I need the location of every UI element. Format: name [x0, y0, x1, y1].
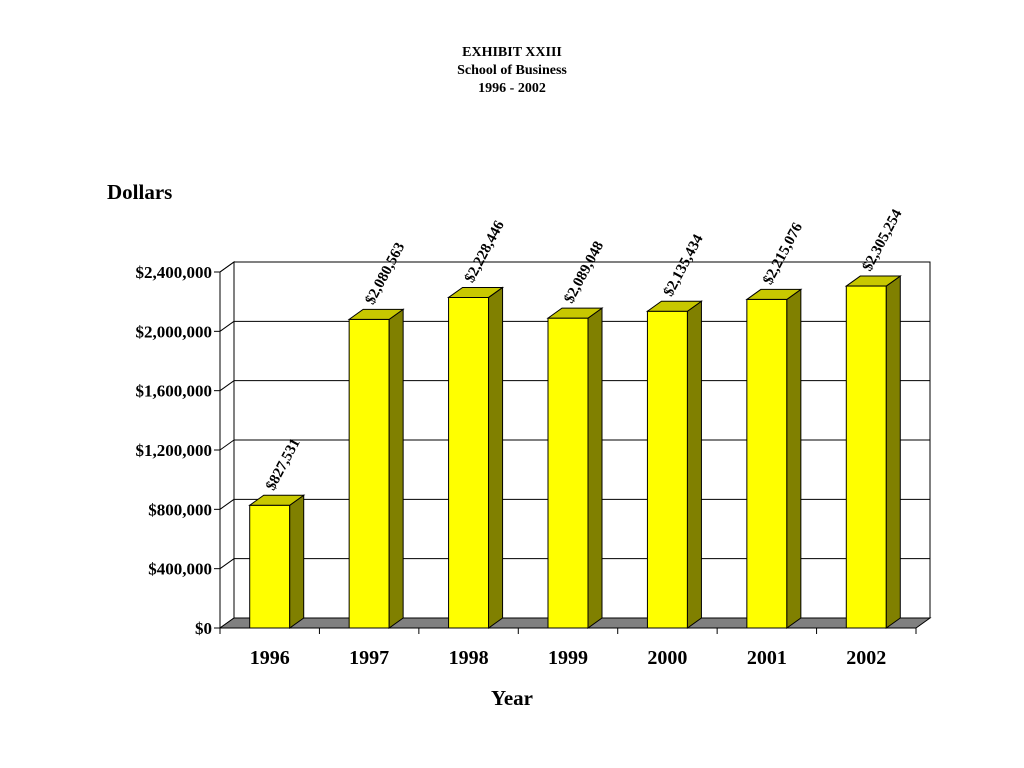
y-tick-label: $1,200,000 [136, 441, 213, 460]
bar-top [645, 300, 703, 312]
bar-side [488, 286, 504, 629]
bar-side [686, 300, 702, 629]
y-tick-label: $0 [195, 619, 212, 638]
x-axis-label: Year [491, 686, 533, 710]
bar [646, 310, 688, 629]
bar-top [248, 494, 306, 506]
bar-side [289, 494, 305, 629]
y-axis-label: Dollars [107, 180, 173, 204]
x-tick-label: 2002 [846, 647, 886, 669]
x-tick-label: 1997 [349, 647, 389, 669]
x-tick-label: 1998 [449, 647, 489, 669]
x-tick-label: 1996 [250, 647, 290, 669]
y-tick-label: $800,000 [148, 500, 212, 519]
bar-top [844, 275, 902, 287]
bar-top [546, 307, 604, 319]
bar-side [786, 288, 802, 629]
bar-top [347, 308, 405, 320]
x-tick-label: 2000 [647, 647, 687, 669]
bar-side [388, 308, 404, 629]
bar [845, 285, 887, 629]
bar [249, 504, 291, 629]
bar-side [587, 307, 603, 629]
chart-title: EXHIBIT XXIII School of Business 1996 - … [0, 44, 1024, 98]
title-line-2: School of Business [457, 63, 567, 78]
bar [448, 296, 490, 629]
y-tick-label: $2,000,000 [136, 322, 213, 341]
bar-top [447, 286, 505, 298]
y-tick-label: $2,400,000 [136, 263, 213, 282]
y-tick-label: $400,000 [148, 560, 212, 579]
x-tick-label: 1999 [548, 647, 588, 669]
x-tick-label: 2001 [747, 647, 787, 669]
y-tick-label: $1,600,000 [136, 382, 213, 401]
gridline-side [219, 498, 235, 510]
bar-top [745, 288, 803, 300]
bar [547, 317, 589, 629]
bar [746, 298, 788, 629]
gridline-side [219, 439, 235, 451]
title-line-1: EXHIBIT XXIII [462, 45, 562, 60]
gridline-side [219, 261, 235, 273]
gridline-side [219, 320, 235, 332]
gridline-side [219, 380, 235, 392]
bar-side [885, 275, 901, 629]
bar [348, 318, 390, 629]
title-line-3: 1996 - 2002 [478, 81, 546, 96]
gridline-side [219, 558, 235, 570]
